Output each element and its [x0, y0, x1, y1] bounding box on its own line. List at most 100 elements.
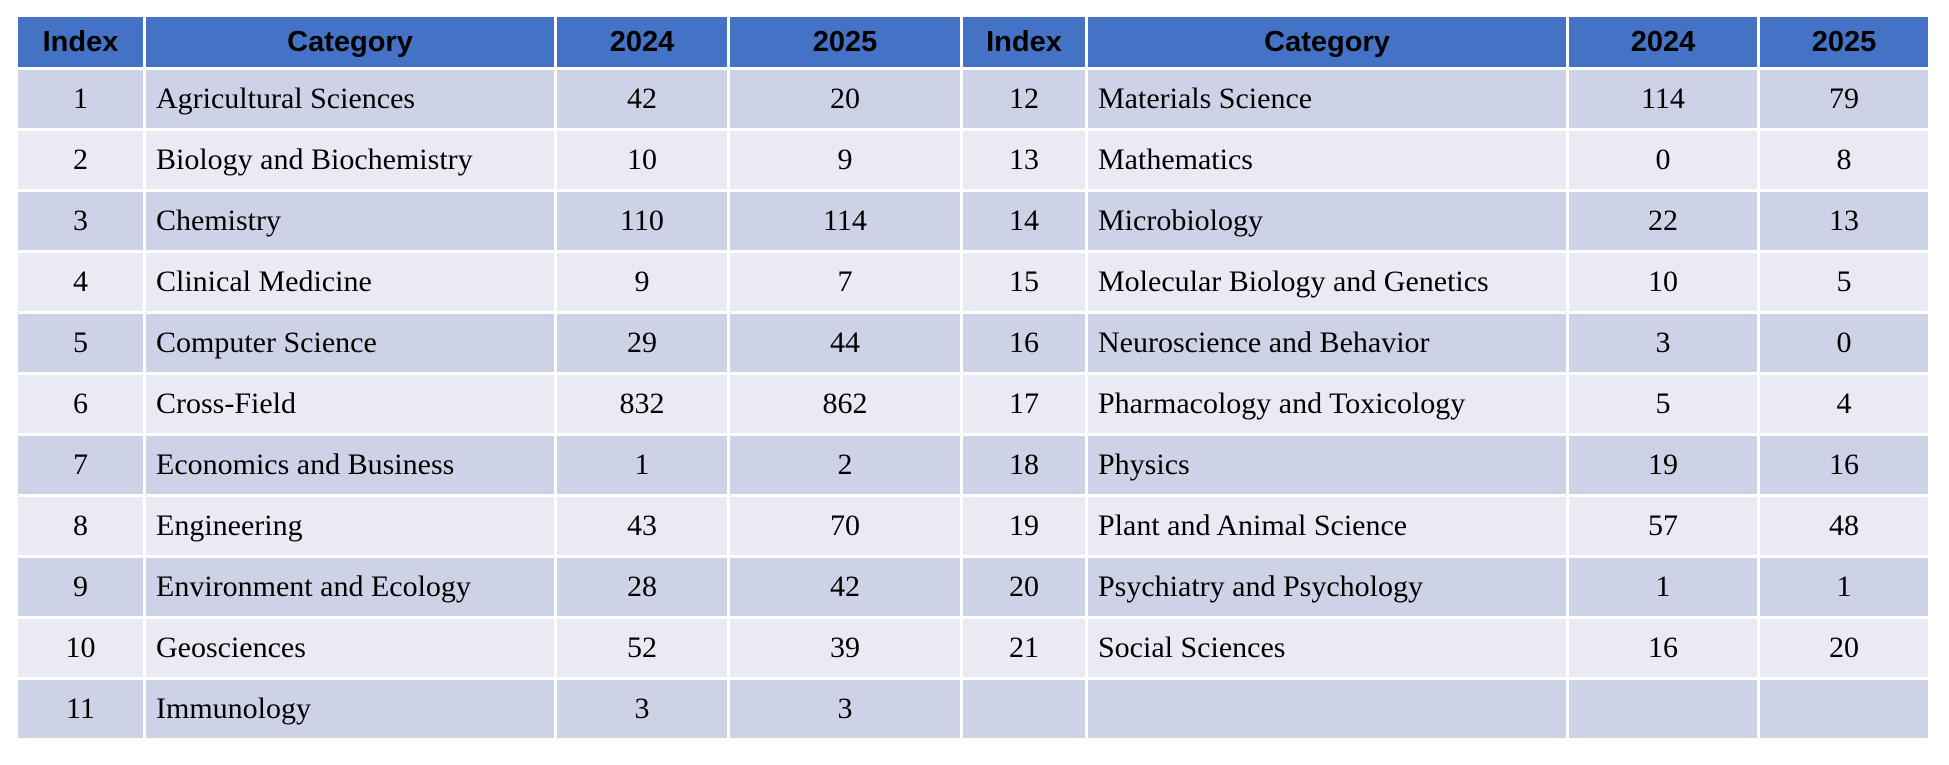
cell-left-index: 7 — [18, 436, 143, 494]
cell-left-index: 2 — [18, 131, 143, 189]
cell-left-category: Environment and Ecology — [146, 558, 554, 616]
cell-left-category: Biology and Biochemistry — [146, 131, 554, 189]
cell-left-year2025: 20 — [730, 70, 960, 128]
cell-left-year2024: 1 — [557, 436, 727, 494]
table-row: 10 Geosciences 52 39 21 Social Sciences 16 20 — [18, 619, 1928, 677]
header-right-category: Category — [1088, 17, 1566, 67]
cell-right-year2025: 1 — [1760, 558, 1928, 616]
cell-right-index: 13 — [963, 131, 1085, 189]
table-row: 7 Economics and Business 1 2 18 Physics 19 16 — [18, 436, 1928, 494]
cell-left-index: 4 — [18, 253, 143, 311]
cell-right-category: Plant and Animal Science — [1088, 497, 1566, 555]
cell-left-year2024: 28 — [557, 558, 727, 616]
cell-right-year2024: 10 — [1569, 253, 1757, 311]
cell-left-index: 3 — [18, 192, 143, 250]
cell-right-index: 18 — [963, 436, 1085, 494]
table-header-row: Index Category 2024 2025 Index Category … — [18, 17, 1928, 67]
cell-right-year2024 — [1569, 680, 1757, 738]
cell-left-year2025: 2 — [730, 436, 960, 494]
cell-left-year2024: 832 — [557, 375, 727, 433]
table-row: 9 Environment and Ecology 28 42 20 Psychiatry… — [18, 558, 1928, 616]
cell-right-year2024: 114 — [1569, 70, 1757, 128]
table-row: 8 Engineering 43 70 19 Plant and Animal Scien… — [18, 497, 1928, 555]
cell-left-year2024: 3 — [557, 680, 727, 738]
cell-right-year2025: 13 — [1760, 192, 1928, 250]
cell-right-index: 20 — [963, 558, 1085, 616]
cell-left-year2025: 114 — [730, 192, 960, 250]
cell-right-category: Psychiatry and Psychology — [1088, 558, 1566, 616]
table-row: 11 Immunology 3 3 — [18, 680, 1928, 738]
cell-left-index: 8 — [18, 497, 143, 555]
cell-right-year2025: 5 — [1760, 253, 1928, 311]
cell-left-index: 11 — [18, 680, 143, 738]
cell-right-category: Materials Science — [1088, 70, 1566, 128]
table-row: 1 Agricultural Sciences 42 20 12 Materials Sc… — [18, 70, 1928, 128]
cell-right-category — [1088, 680, 1566, 738]
cell-right-index: 15 — [963, 253, 1085, 311]
cell-right-category: Pharmacology and Toxicology — [1088, 375, 1566, 433]
cell-left-year2025: 44 — [730, 314, 960, 372]
header-right-2024: 2024 — [1569, 17, 1757, 67]
cell-left-year2025: 3 — [730, 680, 960, 738]
header-left-index: Index — [18, 17, 143, 67]
table-row: 4 Clinical Medicine 9 7 15 Molecular Biology … — [18, 253, 1928, 311]
header-left-2025: 2025 — [730, 17, 960, 67]
cell-left-category: Clinical Medicine — [146, 253, 554, 311]
cell-right-year2024: 57 — [1569, 497, 1757, 555]
cell-left-index: 10 — [18, 619, 143, 677]
cell-right-year2024: 22 — [1569, 192, 1757, 250]
cell-left-year2025: 39 — [730, 619, 960, 677]
cell-right-category: Mathematics — [1088, 131, 1566, 189]
cell-left-index: 6 — [18, 375, 143, 433]
cell-left-category: Engineering — [146, 497, 554, 555]
cell-left-year2024: 29 — [557, 314, 727, 372]
header-right-2025: 2025 — [1760, 17, 1928, 67]
slide-canvas: Index Category 2024 2025 Index Category … — [15, 14, 1931, 741]
cell-left-year2025: 42 — [730, 558, 960, 616]
cell-right-category: Social Sciences — [1088, 619, 1566, 677]
cell-right-index: 12 — [963, 70, 1085, 128]
cell-left-category: Cross-Field — [146, 375, 554, 433]
cell-right-year2025: 20 — [1760, 619, 1928, 677]
cell-right-category: Molecular Biology and Genetics — [1088, 253, 1566, 311]
cell-left-year2024: 52 — [557, 619, 727, 677]
cell-right-category: Microbiology — [1088, 192, 1566, 250]
cell-right-category: Neuroscience and Behavior — [1088, 314, 1566, 372]
cell-right-index: 21 — [963, 619, 1085, 677]
cell-right-year2025: 0 — [1760, 314, 1928, 372]
cell-right-year2024: 0 — [1569, 131, 1757, 189]
cell-left-year2024: 42 — [557, 70, 727, 128]
cell-left-year2025: 7 — [730, 253, 960, 311]
cell-left-year2025: 862 — [730, 375, 960, 433]
cell-right-year2025: 79 — [1760, 70, 1928, 128]
cell-right-year2025: 8 — [1760, 131, 1928, 189]
cell-right-category: Physics — [1088, 436, 1566, 494]
cell-right-year2024: 16 — [1569, 619, 1757, 677]
cell-left-year2024: 110 — [557, 192, 727, 250]
cell-left-index: 9 — [18, 558, 143, 616]
header-right-index: Index — [963, 17, 1085, 67]
table-row: 5 Computer Science 29 44 16 Neuroscience and … — [18, 314, 1928, 372]
cell-left-year2025: 9 — [730, 131, 960, 189]
table-row: 3 Chemistry 110 114 14 Microbiology 22 13 — [18, 192, 1928, 250]
cell-left-category: Immunology — [146, 680, 554, 738]
cell-left-index: 1 — [18, 70, 143, 128]
cell-right-year2024: 5 — [1569, 375, 1757, 433]
cell-left-index: 5 — [18, 314, 143, 372]
cell-right-year2024: 19 — [1569, 436, 1757, 494]
cell-left-year2024: 10 — [557, 131, 727, 189]
header-left-category: Category — [146, 17, 554, 67]
table-row: 6 Cross-Field 832 862 17 Pharmacology and Tox… — [18, 375, 1928, 433]
cell-right-index: 14 — [963, 192, 1085, 250]
cell-left-category: Chemistry — [146, 192, 554, 250]
cell-left-category: Computer Science — [146, 314, 554, 372]
cell-right-year2024: 1 — [1569, 558, 1757, 616]
cell-right-year2024: 3 — [1569, 314, 1757, 372]
cell-right-year2025: 4 — [1760, 375, 1928, 433]
cell-left-year2025: 70 — [730, 497, 960, 555]
cell-right-year2025: 16 — [1760, 436, 1928, 494]
category-counts-table: Index Category 2024 2025 Index Category … — [15, 14, 1931, 741]
cell-right-year2025: 48 — [1760, 497, 1928, 555]
cell-right-index — [963, 680, 1085, 738]
cell-left-year2024: 9 — [557, 253, 727, 311]
